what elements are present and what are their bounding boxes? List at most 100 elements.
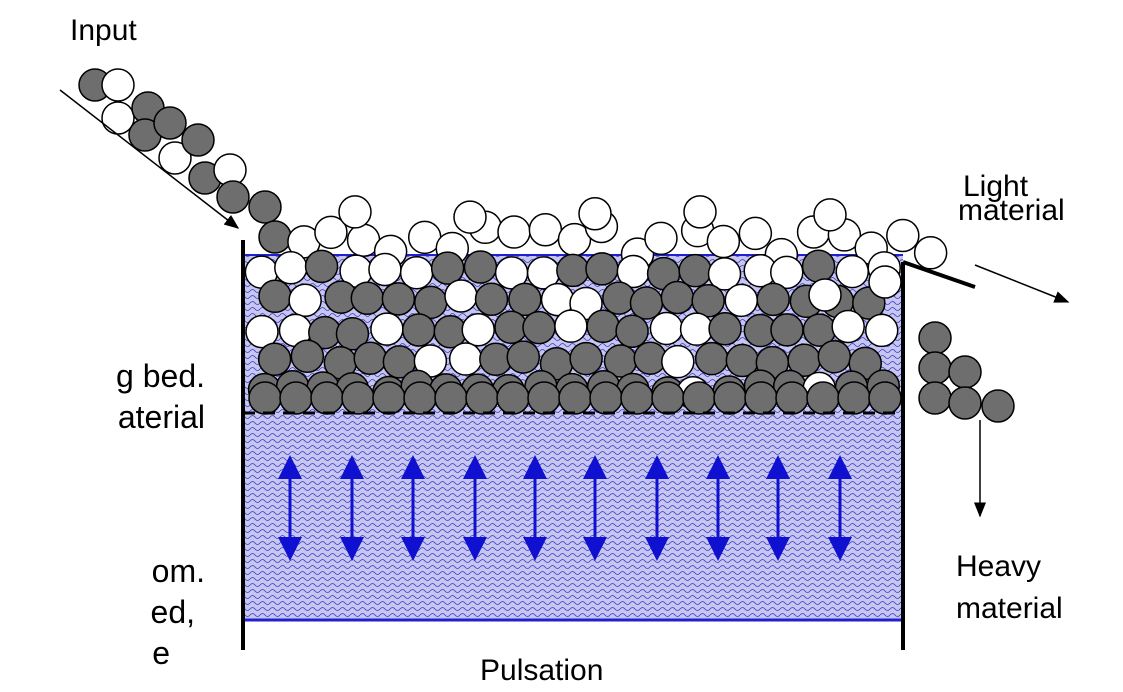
light-particle: [444, 279, 478, 313]
heavy-particle: [744, 381, 778, 415]
heavy-particle: [569, 341, 603, 376]
light-particle: [706, 224, 741, 259]
light-particle: [813, 198, 847, 232]
pulsation-arrows: [278, 455, 852, 561]
label: Pulsation: [480, 654, 603, 687]
light-particle: [368, 252, 402, 287]
light-particle: [913, 236, 948, 270]
heavy-particle: [350, 281, 385, 315]
light-particle: [661, 344, 695, 379]
light-particle: [831, 309, 865, 344]
heavy-particle: [257, 342, 292, 376]
light-particle: [707, 257, 742, 291]
side-text: aterial: [118, 399, 205, 435]
heavy-particle: [678, 253, 712, 288]
heavy-particle: [153, 106, 187, 140]
light-particle: [679, 312, 714, 346]
light-particle: [644, 221, 678, 256]
heavy-particle: [216, 180, 250, 214]
light-particle: [649, 311, 684, 346]
light-particle: [497, 215, 531, 249]
heavy-particle: [682, 381, 716, 415]
light-particle: [724, 283, 759, 318]
input-arrow: [59, 89, 240, 229]
heavy-particle: [310, 381, 344, 415]
light-particle: [453, 200, 487, 234]
light-particle: [338, 195, 372, 229]
heavy-particle: [335, 317, 370, 351]
heavy-particle: [527, 381, 561, 415]
light-particle: [288, 283, 322, 318]
heavy-particle: [948, 386, 982, 420]
heavy-particle: [918, 351, 952, 385]
heavy-particle: [770, 313, 804, 347]
light-particle: [738, 216, 773, 251]
heavy-particle: [465, 381, 499, 415]
light-particle: [101, 101, 135, 135]
label: Heavy: [956, 550, 1041, 583]
heavy-particle: [602, 281, 636, 315]
heavy-particle: [651, 381, 685, 415]
heavy-particle: [713, 381, 747, 415]
light-particle: [158, 141, 192, 175]
light-particle: [578, 197, 612, 231]
heavy-particle: [258, 279, 292, 314]
light-particle: [245, 314, 279, 349]
heavy-particle: [775, 381, 809, 415]
light-particle: [314, 215, 348, 250]
heavy-particle: [585, 252, 619, 286]
heavy-particle: [290, 339, 325, 374]
heavy-particle: [691, 284, 725, 318]
heavy-particle: [918, 321, 952, 355]
side-text: e: [152, 635, 170, 671]
heavy-particle: [304, 249, 339, 284]
heavy-particle: [494, 310, 528, 344]
heavy-particle: [708, 312, 742, 346]
heavy-particle: [660, 280, 695, 315]
heavy-particle: [558, 381, 592, 415]
heavy-particle: [556, 253, 590, 288]
heavy-particle: [353, 341, 387, 375]
light-particle: [101, 68, 135, 102]
light-particle: [554, 309, 588, 343]
heavy-particle: [506, 340, 541, 374]
light-particle: [370, 312, 404, 346]
light-particle: [770, 255, 804, 290]
light-particle: [461, 312, 495, 347]
light-particle: [864, 313, 899, 348]
heavy-particle: [248, 381, 282, 415]
heavy-particle: [401, 313, 436, 347]
heavy-particle: [868, 381, 902, 415]
light-arrow: [974, 264, 1070, 303]
heavy-particle: [181, 123, 215, 157]
heavy-particle: [918, 381, 952, 415]
light-particle: [886, 218, 920, 253]
heavy-particle: [279, 381, 313, 415]
heavy-particle: [341, 381, 375, 415]
light-particle: [274, 251, 308, 285]
heavy-particle: [589, 381, 623, 415]
light-particle: [808, 278, 842, 312]
heavy-particle: [522, 310, 556, 345]
heavy-particle: [508, 282, 542, 317]
heavy-particle: [248, 190, 282, 224]
light-particle: [683, 195, 717, 229]
heavy-particle: [474, 282, 509, 316]
heavy-particle: [801, 249, 836, 283]
heavy-particle: [496, 381, 530, 415]
heavy-particle: [948, 355, 982, 389]
heavy-particle: [694, 341, 729, 376]
side-text: ed,: [151, 594, 195, 630]
heavy-particle: [430, 251, 465, 285]
heavy-particle: [837, 381, 871, 415]
heavy-particle: [434, 381, 468, 415]
label: Light: [963, 170, 1029, 203]
heavy-particle: [806, 381, 840, 415]
light-particle: [835, 254, 869, 289]
heavy-particle: [372, 381, 406, 415]
light-particle: [868, 265, 902, 299]
heavy-particle: [756, 282, 790, 317]
heavy-particle: [403, 381, 437, 415]
heavy-particle: [981, 389, 1015, 423]
